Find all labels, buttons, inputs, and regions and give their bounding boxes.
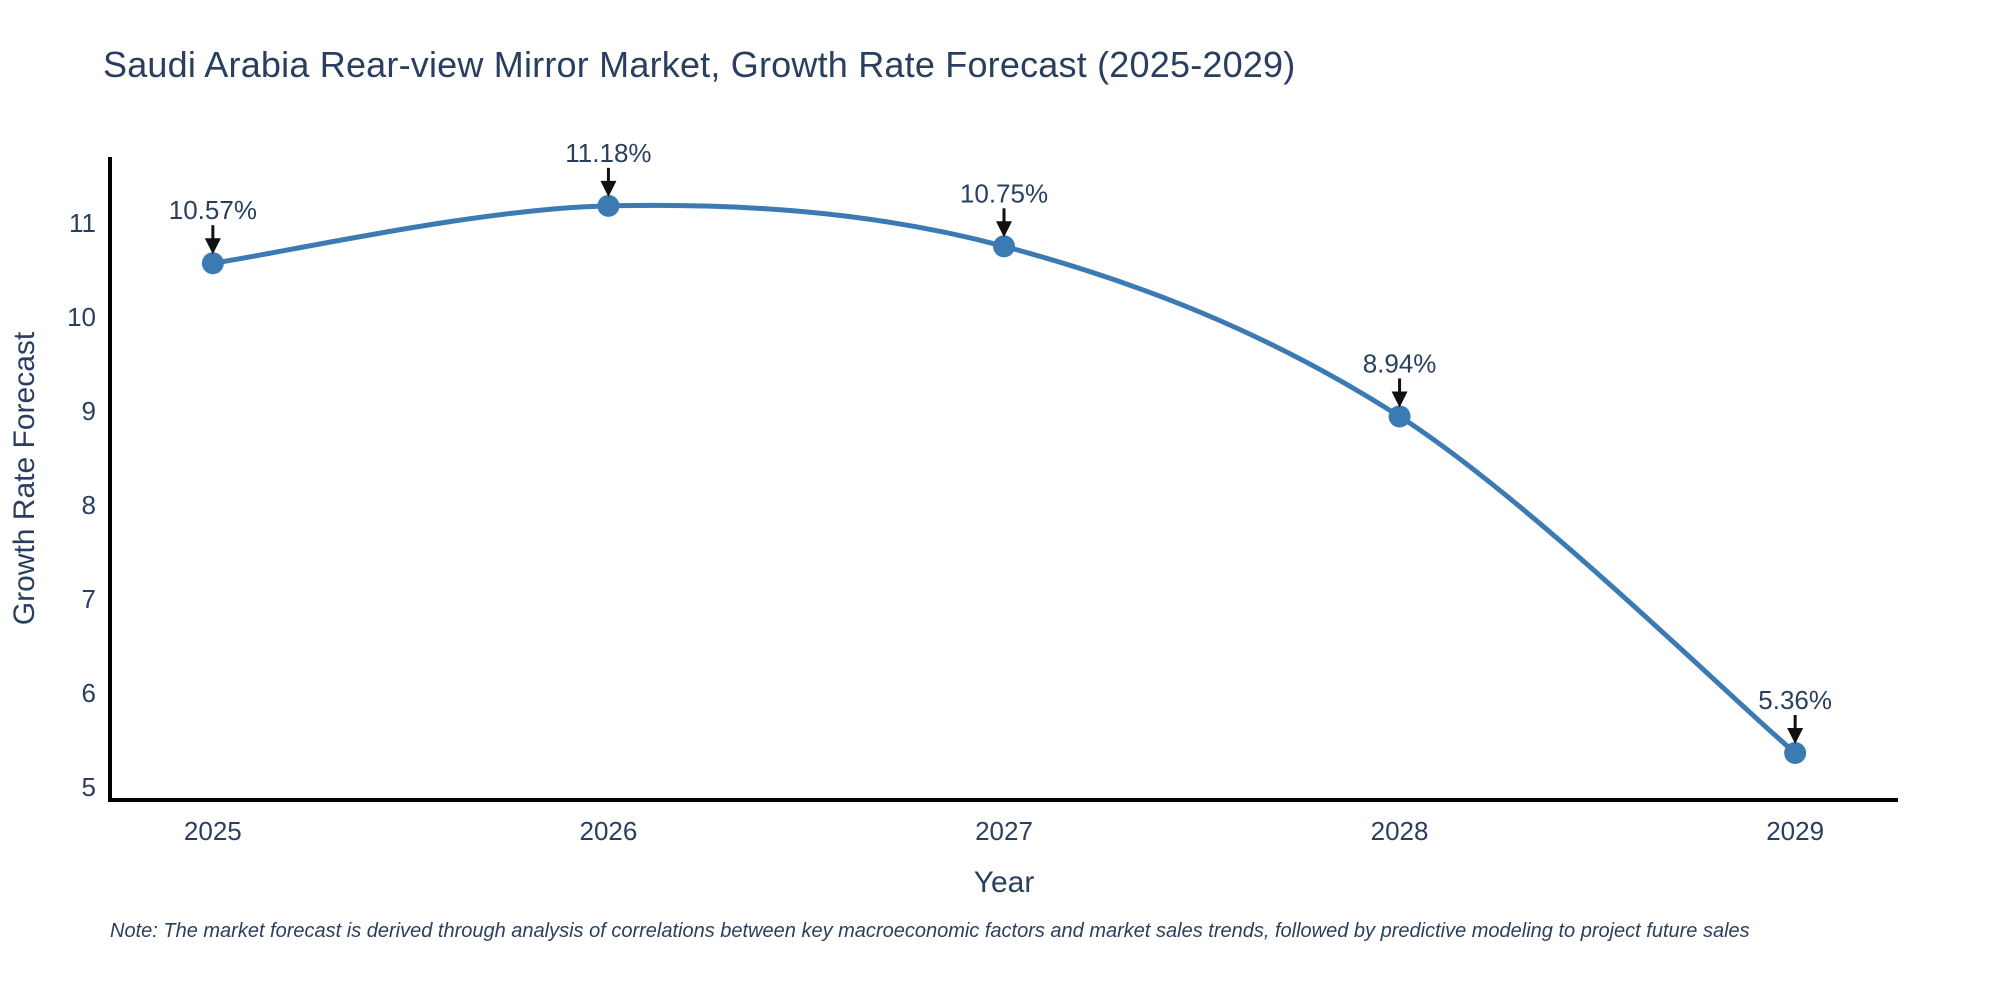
data-point-marker — [1784, 741, 1807, 764]
y-tick-label: 11 — [69, 208, 96, 238]
data-point-marker — [1388, 405, 1411, 428]
point-annotation: 11.18% — [565, 138, 651, 168]
annotation-arrowhead — [1391, 391, 1408, 408]
point-annotation: 5.36% — [1758, 685, 1832, 715]
footnote: Note: The market forecast is derived thr… — [110, 920, 1750, 942]
point-annotation: 8.94% — [1363, 348, 1437, 378]
x-tick-label: 2029 — [1766, 816, 1824, 846]
point-annotation: 10.75% — [960, 178, 1048, 208]
data-point-marker — [993, 235, 1015, 258]
trend-line — [212, 202, 1797, 755]
annotation-arrowhead — [204, 238, 221, 255]
chart-title: Saudi Arabia Rear-view Mirror Market, Gr… — [103, 44, 1296, 85]
y-tick-label: 5 — [82, 772, 96, 802]
y-tick-label: 8 — [82, 490, 96, 520]
axis-lines — [108, 157, 1898, 802]
x-tick-label: 2026 — [580, 816, 638, 846]
x-tick-label: 2025 — [184, 816, 242, 846]
x-axis-title: Year — [974, 866, 1035, 899]
y-tick-label: 6 — [82, 678, 96, 708]
x-tick-label: 2028 — [1371, 816, 1429, 846]
point-annotation: 10.57% — [169, 195, 257, 225]
annotation-arrowhead — [996, 221, 1012, 238]
y-tick-label: 9 — [82, 396, 96, 426]
y-tick-label: 7 — [82, 584, 96, 614]
y-axis-title: Growth Rate Forecast — [8, 331, 41, 625]
y-tick-label: 10 — [67, 302, 96, 332]
data-point-marker — [597, 194, 620, 217]
annotation-arrowhead — [600, 180, 617, 197]
annotation-arrowhead — [1787, 727, 1804, 744]
data-point-marker — [201, 252, 224, 275]
x-tick-label: 2027 — [975, 816, 1033, 846]
